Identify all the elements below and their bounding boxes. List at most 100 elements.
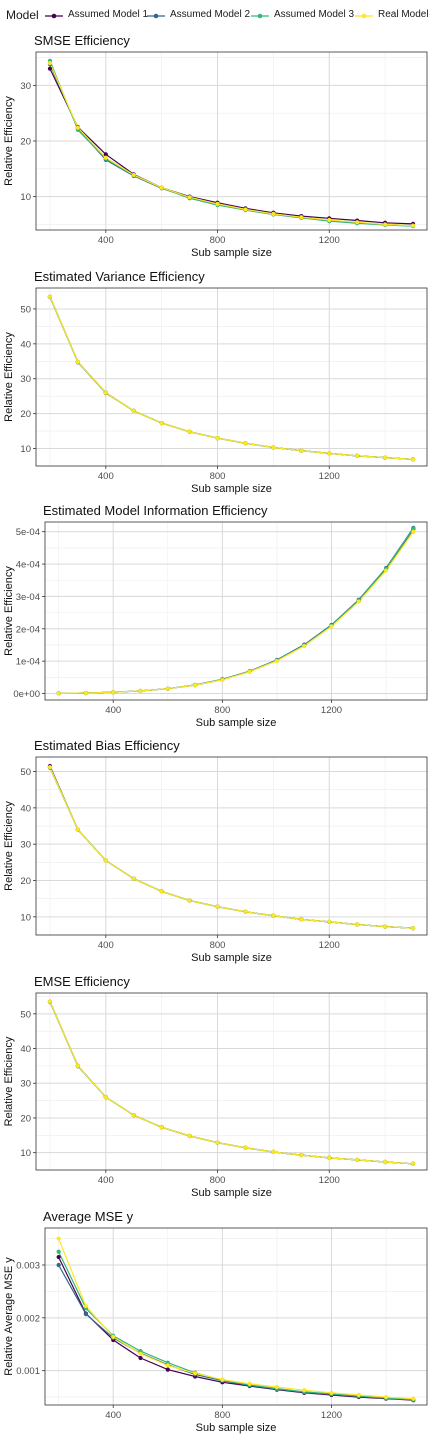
data-point-real-model [215,201,220,206]
x-tick-label: 800 [214,705,230,716]
data-point-assumed-model-1 [56,1254,61,1260]
plot-background [45,522,427,700]
data-point-real-model [138,688,143,694]
x-axis-label: Sub sample size [196,717,277,729]
data-point-assumed-model-1 [103,152,108,157]
chart-title: EMSE Efficiency [34,974,130,989]
data-point-real-model [215,904,220,909]
x-tick-label: 800 [210,940,226,951]
x-tick-label: 400 [105,705,121,716]
data-point-real-model [355,220,360,225]
x-tick-label: 800 [210,1175,226,1186]
legend-label: Assumed Model 2 [170,9,251,20]
x-axis-label: Sub sample size [191,952,272,964]
data-point-real-model [103,1095,108,1100]
data-point-real-model [356,1392,361,1398]
data-point-real-model [383,1159,388,1165]
data-point-assumed-model-1 [165,1367,170,1372]
data-point-real-model [355,453,360,458]
y-tick-label: 50 [20,1009,31,1020]
data-point-real-model [356,599,361,604]
data-point-real-model [410,457,416,462]
data-point-real-model [56,691,61,696]
series-line-real-model [49,296,414,460]
data-point-real-model [327,1155,332,1160]
x-tick-label: 1200 [319,1175,340,1186]
data-point-real-model [383,924,388,929]
data-point-real-model [411,529,416,534]
x-tick-label: 1200 [321,1410,342,1421]
data-point-real-model [187,1133,192,1139]
series-line-real-model [49,766,414,929]
data-point-real-model [75,827,80,832]
y-axis-label: Relative Efficiency [3,1036,15,1126]
data-point-real-model [299,917,304,922]
data-point-real-model [220,677,225,683]
x-tick-label: 1200 [319,471,340,482]
x-tick-label: 800 [210,235,226,246]
data-point-real-model [83,690,89,696]
x-tick-label: 1200 [319,940,340,951]
legend-label: Assumed Model 3 [274,9,355,20]
data-point-assumed-model-3 [56,1249,61,1254]
series-line-assumed-model-3 [58,1251,414,1401]
data-point-real-model [271,1149,276,1155]
series-line-assumed-model-1 [49,68,414,225]
data-point-real-model [243,207,248,212]
chart-panel-6: Average MSE y 400 800 1200 0.001 0.002 0.003 Su… [3,1209,428,1434]
data-point-real-model [299,1152,304,1158]
data-point-real-model [47,765,53,770]
y-tick-label: 10 [20,192,31,203]
data-point-real-model [75,125,80,130]
data-point-real-model [138,1351,143,1356]
data-point-real-model [47,61,53,66]
y-tick-label: 0e+00 [13,689,40,700]
y-axis-label: Relative Efficiency [3,566,15,656]
x-axis-label: Sub sample size [191,247,272,259]
legend-key-icon [251,13,269,19]
data-point-real-model [271,211,276,216]
y-tick-label: 40 [20,339,31,350]
x-tick-label: 1200 [319,235,340,246]
y-tick-label: 10 [20,1148,31,1159]
plot-border [35,756,428,936]
data-point-real-model [274,658,280,663]
data-point-real-model [47,294,53,299]
data-point-real-model [299,215,304,220]
chart-title: Estimated Variance Efficiency [34,269,205,284]
data-point-assumed-model-2 [83,1312,89,1317]
legend-title: Model [6,8,39,22]
plot-border [35,51,428,231]
x-tick-label: 400 [98,940,114,951]
data-point-real-model [383,568,389,573]
y-tick-label: 20 [20,137,31,148]
plot-background [45,1228,427,1405]
chart-panel-5: EMSE Efficiency 400 800 1200 10 20 30 40 50 Sub s… [3,974,428,1199]
x-tick-label: 800 [210,471,226,482]
plot-background [36,757,427,935]
data-point-real-model [410,925,416,931]
data-point-real-model [187,898,192,903]
data-point-assumed-model-2 [56,1262,61,1268]
series-line-assumed-model-3 [49,60,414,227]
data-point-real-model [302,1388,307,1393]
legend-key-icon [45,13,63,19]
data-point-real-model [159,420,164,426]
data-point-real-model [410,1161,416,1166]
data-point-assumed-model-1 [138,1355,143,1361]
series-line-real-model [58,1238,414,1400]
y-tick-label: 20 [20,876,31,887]
data-point-real-model [327,919,332,925]
y-axis-label: Relative Efficiency [3,96,15,186]
plot-border [44,1227,428,1406]
data-point-real-model [47,999,53,1004]
y-tick-label: 30 [20,374,31,385]
chart-panel-1: SMSE Efficiency 400 800 1200 10 20 30 Sub sampl… [3,33,428,259]
data-point-real-model [329,624,334,629]
series-line-real-model [49,1001,414,1165]
data-point-real-model [271,445,276,450]
y-tick-label: 40 [20,803,31,814]
legend-label: Assumed Model 1 [68,9,149,20]
data-point-real-model [83,1304,89,1309]
